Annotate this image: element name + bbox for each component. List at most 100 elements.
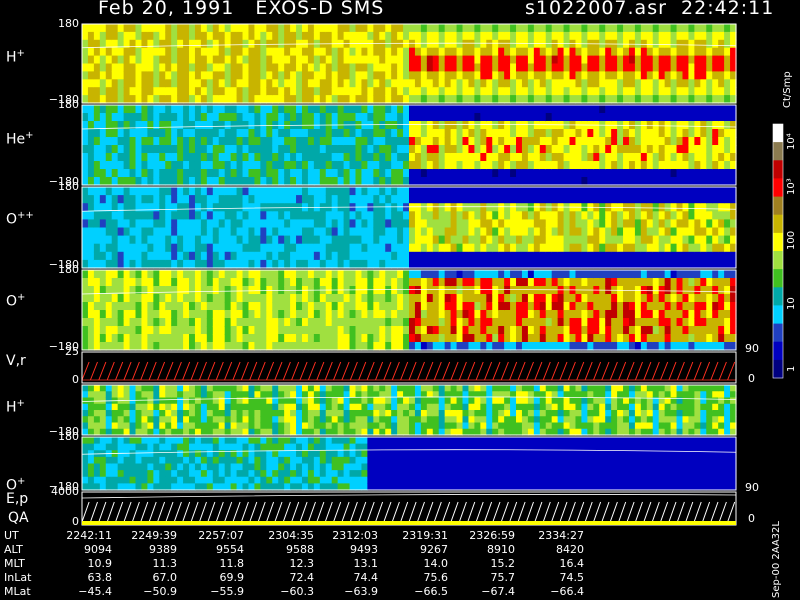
- colorbar-swatch: [773, 341, 783, 361]
- footer-cell: 75.7: [490, 571, 516, 584]
- right-label-0b: 0: [748, 512, 755, 525]
- footer-cell: −50.9: [143, 585, 177, 598]
- footer-cell: 8910: [487, 543, 515, 556]
- panel-label-1: He+: [6, 130, 34, 148]
- colorbar-tick-0: 10⁴: [786, 133, 797, 150]
- colorbar-swatch: [773, 214, 783, 234]
- panel-ybot-2: −180: [48, 258, 79, 271]
- footer-label-mlat: MLat: [4, 585, 31, 598]
- footer-cell: 2326:59: [469, 529, 515, 542]
- footer-cell: −60.3: [280, 585, 314, 598]
- panel-ybot-6: −180: [48, 480, 79, 493]
- footer-cell: 8420: [556, 543, 584, 556]
- footer-cell: 9554: [216, 543, 244, 556]
- header-title: Feb 20, 1991 EXOS-D SMS: [98, 0, 385, 19]
- panel-label-4: V,r: [6, 353, 26, 369]
- colorbar-tick-3: 10: [786, 297, 797, 310]
- panel-label-2: O++: [6, 210, 34, 228]
- panel-ybot-1: −180: [48, 175, 79, 188]
- footer-cell: 15.2: [490, 557, 516, 570]
- footer-cell: −66.4: [550, 585, 584, 598]
- right-label-90b: 90: [745, 481, 759, 494]
- colorbar: [772, 123, 784, 379]
- right-label-0a: 0: [748, 372, 755, 385]
- footer-label-ut: UT: [4, 529, 19, 542]
- footer-label-alt: ALT: [4, 543, 23, 556]
- panel-ytop-4: 25: [65, 345, 79, 358]
- footer-cell: 67.0: [152, 571, 178, 584]
- footer-cell: 12.3: [289, 557, 315, 570]
- footer-cell: 9588: [286, 543, 314, 556]
- colorbar-tick-2: 100: [786, 230, 797, 250]
- panel-ytop-0: 180: [58, 17, 79, 30]
- footer-cell: 2319:31: [402, 529, 448, 542]
- panel-ytop-6: 180: [58, 430, 79, 443]
- colorbar-swatch: [773, 160, 783, 179]
- colorbar-swatch: [773, 305, 783, 324]
- footer-cell: −67.4: [481, 585, 515, 598]
- colorbar-swatch: [773, 323, 783, 343]
- colorbar-tick-4: 1: [786, 365, 797, 372]
- footer-cell: 9493: [350, 543, 378, 556]
- panel-ybot-5: −180: [48, 425, 79, 438]
- footer-cell: 10.9: [87, 557, 113, 570]
- footer-cell: 75.6: [423, 571, 449, 584]
- panel-label-5: H+: [6, 398, 25, 416]
- colorbar-swatch: [773, 196, 783, 216]
- footer-cell: 9094: [84, 543, 112, 556]
- colorbar-tick-1: 10³: [786, 178, 797, 195]
- colorbar-swatch: [773, 232, 783, 252]
- colorbar-swatch: [773, 359, 783, 379]
- footer-cell: 13.1: [353, 557, 379, 570]
- panel-2: [81, 186, 737, 269]
- footer-cell: 2242:11: [66, 529, 112, 542]
- right-label-90a: 90: [745, 342, 759, 355]
- panel-label-0: H+: [6, 48, 25, 66]
- footer-cell: 72.4: [289, 571, 315, 584]
- panel-label-3: O+: [6, 292, 26, 310]
- footer-cell: 14.0: [423, 557, 449, 570]
- footer-label-inlat: InLat: [4, 571, 32, 584]
- panel-ytop-2: 180: [58, 180, 79, 193]
- panel-ybot-0: −180: [48, 93, 79, 106]
- panel-0: [81, 23, 737, 104]
- header-file: s1022007.asr 22:42:11: [525, 0, 775, 19]
- footer-label-mlt: MLT: [4, 557, 25, 570]
- panel-label-6: O+: [6, 476, 26, 494]
- footer-cell: −66.5: [414, 585, 448, 598]
- panel-4: [81, 351, 737, 384]
- footer-cell: 2304:35: [268, 529, 314, 542]
- footer-cell: 2257:07: [198, 529, 244, 542]
- footer-cell: 63.8: [87, 571, 113, 584]
- panel-6: [81, 436, 737, 491]
- footer-cell: 2334:27: [538, 529, 584, 542]
- panel-ytop-7: 4000: [51, 485, 79, 498]
- panel-5: [81, 384, 737, 436]
- colorbar-swatch: [773, 124, 783, 143]
- panel-ytop-1: 180: [58, 98, 79, 111]
- panel-ybot-3: −180: [48, 340, 79, 353]
- panel-ybot-4: 0: [72, 373, 79, 386]
- footer-cell: 2249:39: [131, 529, 177, 542]
- panel-3: [81, 269, 737, 351]
- colorbar-swatch: [773, 269, 783, 288]
- footer-cell: 9267: [420, 543, 448, 556]
- footer-cell: 16.4: [559, 557, 585, 570]
- panel-1: [81, 104, 737, 186]
- colorbar-unit: Ct/Smp: [782, 71, 793, 108]
- footer-cell: 11.3: [152, 557, 178, 570]
- footer-cell: 11.8: [219, 557, 245, 570]
- footer-cell: 2312:03: [332, 529, 378, 542]
- panel-ytop-3: 180: [58, 263, 79, 276]
- footer-cell: −63.9: [344, 585, 378, 598]
- qa-strip: [82, 521, 736, 525]
- panel-7: [81, 491, 737, 526]
- footer-cell: 74.5: [559, 571, 585, 584]
- footer-cell: −55.9: [210, 585, 244, 598]
- footer-cell: 69.9: [219, 571, 245, 584]
- colorbar-swatch: [773, 178, 783, 197]
- colorbar-swatch: [773, 142, 783, 161]
- footer-cell: 74.4: [353, 571, 379, 584]
- footer-cell: 9389: [149, 543, 177, 556]
